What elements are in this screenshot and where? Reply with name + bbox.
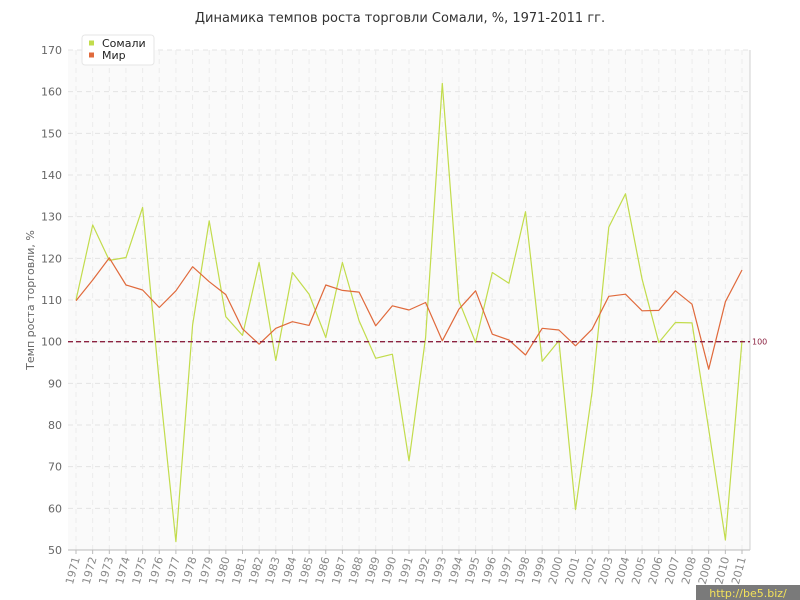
legend-swatch — [89, 52, 94, 58]
series-line-1 — [75, 82, 743, 543]
y-axis-label: Темп роста торговли, % — [24, 230, 37, 371]
y-tick-label: 170 — [41, 44, 62, 57]
y-tick-label: 100 — [41, 336, 62, 349]
y-tick-label: 120 — [41, 252, 62, 265]
legend-label: Сомали — [102, 37, 146, 50]
y-tick-label: 130 — [41, 211, 62, 224]
y-tick-label: 90 — [48, 377, 62, 390]
y-tick-label: 50 — [48, 544, 62, 557]
y-tick-label: 110 — [41, 294, 62, 307]
y-tick-label: 150 — [41, 127, 62, 140]
watermark-text: http://be5.biz/ — [709, 587, 787, 600]
y-axis-ticks: 50 60 70 80 90 100 110 120 130 140 150 160 170 — [41, 44, 62, 557]
x-axis-ticks: 1971197219731974197519761977197819791980… — [63, 550, 749, 586]
series-line-2 — [75, 257, 743, 370]
x-tick-label: 2011 — [729, 555, 749, 585]
y-tick-label: 80 — [48, 419, 62, 432]
y-tick-label: 140 — [41, 169, 62, 182]
y-tick-label: 160 — [41, 86, 62, 99]
gridlines — [68, 49, 751, 551]
legend-box — [81, 34, 155, 66]
chart-title: Динамика темпов роста торговли Сомали, %… — [195, 11, 605, 26]
reference-line-label: 100 — [752, 338, 767, 347]
y-tick-label: 70 — [48, 461, 62, 474]
watermark-bg — [696, 585, 800, 600]
reference-line-group: 100 — [68, 338, 767, 347]
y-tick-label: 60 — [48, 502, 62, 515]
series-lines — [75, 82, 743, 543]
legend-swatch — [89, 40, 94, 46]
legend-label: Мир — [102, 49, 126, 62]
watermark: http://be5.biz/ — [696, 585, 800, 600]
